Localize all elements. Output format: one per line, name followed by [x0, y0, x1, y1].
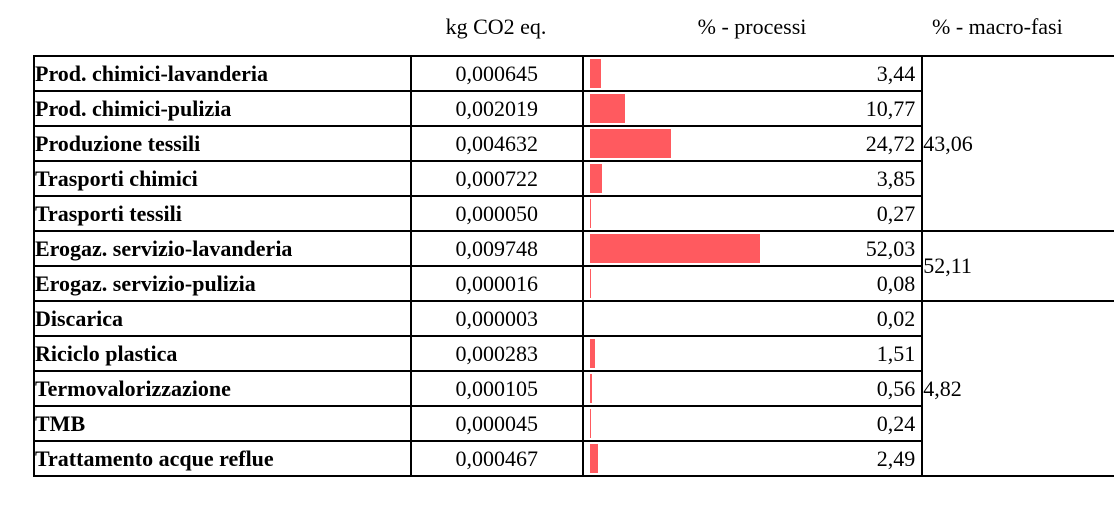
percent-processi-cell: 52,03 [581, 230, 924, 267]
kg-co2-cell: 0,000016 [409, 265, 584, 302]
table-row: Erogaz. servizio-lavanderia 0,009748 52,03… [33, 230, 1114, 302]
process-name-cell: Discarica [33, 300, 412, 337]
percent-processi-cell: 0,08 [581, 265, 924, 302]
kg-co2-cell: 0,000283 [409, 335, 584, 372]
data-bar [589, 94, 625, 123]
percent-processi-cell: 1,51 [581, 335, 924, 372]
kg-co2-cell: 0,000467 [409, 440, 584, 477]
percent-processi-cell: 0,02 [581, 300, 924, 337]
data-bar [589, 444, 598, 473]
kg-co2-cell: 0,002019 [409, 90, 584, 127]
table-row: Termovalorizzazione 0,000105 0,56 [33, 370, 1114, 407]
percent-processi-value: 24,72 [865, 131, 916, 156]
percent-processi-cell: 3,85 [581, 160, 924, 197]
table-row: Discarica 0,000003 0,02 4,82 [33, 300, 1114, 477]
data-bar [589, 129, 671, 158]
process-name-cell: Trasporti chimici [33, 160, 412, 197]
percent-processi-value: 0,24 [876, 411, 916, 436]
percent-processi-value: 0,02 [876, 306, 916, 331]
kg-co2-cell: 0,004632 [409, 125, 584, 162]
percent-processi-value: 0,08 [876, 271, 916, 296]
percent-macro-fasi-cell: 4,82 [921, 300, 1114, 477]
kg-co2-cell: 0,000722 [409, 160, 584, 197]
data-bar [589, 164, 603, 193]
percent-processi-value: 0,27 [876, 201, 916, 226]
table-row: Riciclo plastica 0,000283 1,51 [33, 335, 1114, 372]
data-bar [589, 59, 601, 88]
process-name-cell: Termovalorizzazione [33, 370, 412, 407]
percent-macro-fasi-cell: 43,06 [921, 55, 1114, 232]
data-bar [589, 409, 591, 438]
table-row: TMB 0,000045 0,24 [33, 405, 1114, 442]
process-name-cell: Produzione tessili [33, 125, 412, 162]
kg-co2-cell: 0,000050 [409, 195, 584, 232]
process-name-cell: Prod. chimici-lavanderia [33, 55, 412, 92]
data-bar [589, 199, 591, 228]
header-percent-processi: % - processi [697, 14, 807, 39]
kg-co2-cell: 0,009748 [409, 230, 584, 267]
process-name-cell: Erogaz. servizio-lavanderia [33, 230, 412, 267]
percent-processi-value: 2,49 [876, 446, 916, 471]
kg-co2-cell: 0,000045 [409, 405, 584, 442]
table-row: Produzione tessili 0,004632 24,72 [33, 125, 1114, 162]
percent-processi-value: 0,56 [876, 376, 916, 401]
kg-co2-cell: 0,000003 [409, 300, 584, 337]
process-name-cell: Trattamento acque reflue [33, 440, 412, 477]
data-bar [589, 234, 760, 263]
percent-processi-value: 10,77 [865, 96, 916, 121]
percent-processi-cell: 10,77 [581, 90, 924, 127]
process-name-cell: Prod. chimici-pulizia [33, 90, 412, 127]
process-name-cell: Erogaz. servizio-pulizia [33, 265, 412, 302]
table-row: Trattamento acque reflue 0,000467 2,49 [33, 440, 1114, 477]
percent-macro-fasi-cell: 52,11 [921, 230, 1114, 302]
percent-processi-value: 52,03 [865, 236, 916, 261]
process-name-cell: TMB [33, 405, 412, 442]
table-row: Prod. chimici-pulizia 0,002019 10,77 [33, 90, 1114, 127]
table-row: Trasporti chimici 0,000722 3,85 [33, 160, 1114, 197]
percent-processi-cell: 0,27 [581, 195, 924, 232]
process-name-cell: Riciclo plastica [33, 335, 412, 372]
data-bar [589, 374, 592, 403]
table-row: Trasporti tessili 0,000050 0,27 [33, 195, 1114, 232]
process-name-cell: Trasporti tessili [33, 195, 412, 232]
kg-co2-cell: 0,000105 [409, 370, 584, 407]
emissions-table-body: Prod. chimici-lavanderia 0,000645 3,44 43,0… [33, 55, 1114, 477]
table-row: Prod. chimici-lavanderia 0,000645 3,44 43,0… [33, 55, 1114, 232]
percent-processi-cell: 2,49 [581, 440, 924, 477]
header-kg-co2: kg CO2 eq. [445, 14, 547, 39]
percent-processi-cell: 0,24 [581, 405, 924, 442]
data-bar [589, 339, 595, 368]
percent-processi-value: 3,85 [876, 166, 916, 191]
header-percent-macro-fasi: % - macro-fasi [932, 14, 1063, 39]
percent-processi-cell: 24,72 [581, 125, 924, 162]
table-row: Erogaz. servizio-pulizia 0,000016 0,08 [33, 265, 1114, 302]
kg-co2-cell: 0,000645 [409, 55, 584, 92]
emissions-table: Prod. chimici-lavanderia 0,000645 3,44 43,0… [33, 55, 1114, 477]
percent-processi-value: 1,51 [876, 341, 916, 366]
percent-processi-cell: 3,44 [581, 55, 924, 92]
percent-processi-value: 3,44 [876, 61, 916, 86]
percent-processi-cell: 0,56 [581, 370, 924, 407]
